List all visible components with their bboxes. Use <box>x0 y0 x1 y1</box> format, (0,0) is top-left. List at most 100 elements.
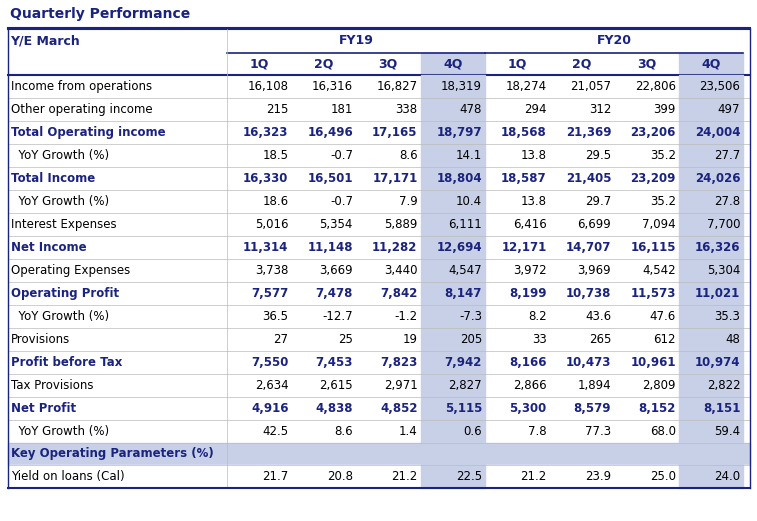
Text: 7,094: 7,094 <box>642 218 676 231</box>
Text: 5,016: 5,016 <box>255 218 288 231</box>
Text: 11,148: 11,148 <box>307 241 353 254</box>
Text: 4Q: 4Q <box>443 57 463 70</box>
Text: 16,827: 16,827 <box>376 80 418 93</box>
Text: Key Operating Parameters (%): Key Operating Parameters (%) <box>11 448 213 461</box>
Text: 27.7: 27.7 <box>714 149 740 162</box>
Text: 17,171: 17,171 <box>372 172 418 185</box>
Bar <box>8 236 750 259</box>
Bar <box>8 374 750 397</box>
Bar <box>421 282 485 305</box>
Text: 33: 33 <box>532 333 547 346</box>
Text: Other operating income: Other operating income <box>11 103 153 116</box>
Text: Quarterly Performance: Quarterly Performance <box>10 7 190 21</box>
Bar <box>679 98 743 121</box>
Bar <box>421 167 485 190</box>
Bar <box>421 351 485 374</box>
Bar <box>679 75 743 98</box>
Text: 27.8: 27.8 <box>714 195 740 208</box>
Text: 5,354: 5,354 <box>319 218 353 231</box>
Text: 8,579: 8,579 <box>574 402 611 415</box>
Text: 19: 19 <box>403 333 418 346</box>
Text: Tax Provisions: Tax Provisions <box>11 379 94 392</box>
Text: 7,550: 7,550 <box>251 356 288 369</box>
Text: 13.8: 13.8 <box>521 149 547 162</box>
Bar <box>679 167 743 190</box>
Text: Operating Expenses: Operating Expenses <box>11 264 130 277</box>
Bar <box>679 443 743 465</box>
Text: 20.8: 20.8 <box>327 470 353 483</box>
Text: 27: 27 <box>273 333 288 346</box>
Text: 35.2: 35.2 <box>650 149 676 162</box>
Text: -0.7: -0.7 <box>330 149 353 162</box>
Text: 35.3: 35.3 <box>715 310 740 323</box>
Bar <box>421 190 485 213</box>
Text: Net Profit: Net Profit <box>11 402 76 415</box>
Text: 2,615: 2,615 <box>319 379 353 392</box>
Text: 265: 265 <box>589 333 611 346</box>
Text: 8.2: 8.2 <box>528 310 547 323</box>
Text: 4,838: 4,838 <box>316 402 353 415</box>
Text: Provisions: Provisions <box>11 333 70 346</box>
Text: -12.7: -12.7 <box>322 310 353 323</box>
Text: YoY Growth (%): YoY Growth (%) <box>11 195 109 208</box>
Bar <box>8 282 750 305</box>
Text: 22.5: 22.5 <box>456 470 482 483</box>
Text: 181: 181 <box>331 103 353 116</box>
Bar <box>8 75 750 98</box>
Text: 16,323: 16,323 <box>243 126 288 139</box>
Text: 23,209: 23,209 <box>631 172 676 185</box>
Bar <box>679 328 743 351</box>
Bar <box>8 213 750 236</box>
Text: 7.9: 7.9 <box>399 195 418 208</box>
Text: 21.2: 21.2 <box>391 470 418 483</box>
Text: 12,694: 12,694 <box>437 241 482 254</box>
Text: 5,300: 5,300 <box>509 402 547 415</box>
Text: 4,547: 4,547 <box>448 264 482 277</box>
Text: 18,568: 18,568 <box>501 126 547 139</box>
Text: 8.6: 8.6 <box>399 149 418 162</box>
Text: 17,165: 17,165 <box>372 126 418 139</box>
Bar <box>421 328 485 351</box>
Bar <box>8 167 750 190</box>
Text: 18.5: 18.5 <box>263 149 288 162</box>
Bar <box>8 144 750 167</box>
Text: 5,889: 5,889 <box>384 218 418 231</box>
Text: 11,282: 11,282 <box>372 241 418 254</box>
Text: 23,206: 23,206 <box>631 126 676 139</box>
Text: 10,974: 10,974 <box>695 356 740 369</box>
Text: 7,577: 7,577 <box>251 287 288 300</box>
Text: 312: 312 <box>589 103 611 116</box>
Bar <box>679 190 743 213</box>
Text: Yield on loans (Cal): Yield on loans (Cal) <box>11 470 125 483</box>
Bar <box>421 98 485 121</box>
Text: 43.6: 43.6 <box>585 310 611 323</box>
Bar <box>421 305 485 328</box>
Bar <box>8 443 750 465</box>
Text: 6,699: 6,699 <box>578 218 611 231</box>
Text: 16,316: 16,316 <box>312 80 353 93</box>
Text: 21,369: 21,369 <box>565 126 611 139</box>
Text: -1.2: -1.2 <box>394 310 418 323</box>
Bar <box>8 420 750 443</box>
Text: 0.6: 0.6 <box>463 425 482 438</box>
Text: 24.0: 24.0 <box>714 470 740 483</box>
Text: 5,115: 5,115 <box>444 402 482 415</box>
Text: 29.5: 29.5 <box>585 149 611 162</box>
Bar <box>8 351 750 374</box>
Bar <box>421 121 485 144</box>
Bar <box>421 420 485 443</box>
Bar <box>679 259 743 282</box>
Text: 4Q: 4Q <box>701 57 721 70</box>
Text: 6,416: 6,416 <box>513 218 547 231</box>
Text: 4,852: 4,852 <box>380 402 418 415</box>
Text: 11,573: 11,573 <box>631 287 676 300</box>
Bar <box>421 259 485 282</box>
Text: 7,453: 7,453 <box>316 356 353 369</box>
Text: 48: 48 <box>725 333 740 346</box>
Text: Profit before Tax: Profit before Tax <box>11 356 123 369</box>
Text: 6,111: 6,111 <box>448 218 482 231</box>
Text: 8.6: 8.6 <box>335 425 353 438</box>
Text: 36.5: 36.5 <box>263 310 288 323</box>
Text: 2,971: 2,971 <box>384 379 418 392</box>
Text: 18,797: 18,797 <box>437 126 482 139</box>
